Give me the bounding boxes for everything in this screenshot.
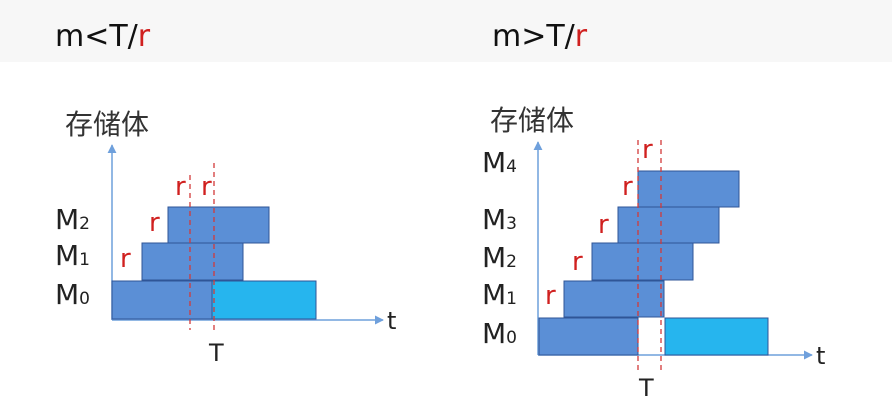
right-t-marker: T xyxy=(638,374,654,402)
right-x-axis-label: t xyxy=(816,342,825,370)
right-r-label: r xyxy=(622,172,633,202)
left-r-label: r xyxy=(175,172,186,202)
left-bar-m0-next xyxy=(211,280,317,320)
left-r-label: r xyxy=(201,172,212,202)
right-r-label: r xyxy=(642,135,653,165)
left-t-marker: T xyxy=(208,339,224,367)
left-y-axis-label: 存储体 xyxy=(65,108,149,141)
left-heading-r: r xyxy=(137,19,151,54)
right-module-m2: M2 xyxy=(482,241,517,274)
left-diagram: 存储体 t M0 M1 M2 r r r r T xyxy=(55,108,396,367)
right-diagram: 存储体 t M0 M1 M2 M3 M4 r r r r r T xyxy=(482,104,825,402)
right-module-m4: M4 xyxy=(482,146,517,179)
right-heading: m>T/r xyxy=(492,22,587,52)
right-module-m3: M3 xyxy=(482,203,517,236)
left-bar-m0-busy xyxy=(111,280,213,320)
heading-band xyxy=(0,0,892,62)
left-x-axis-label: t xyxy=(387,307,396,335)
right-y-axis-label: 存储体 xyxy=(490,104,574,137)
left-heading: m<T/r xyxy=(55,22,150,52)
right-r-label: r xyxy=(572,247,583,277)
right-heading-text: m>T/ xyxy=(492,19,575,54)
right-r-label: r xyxy=(545,281,556,311)
right-bar-m1 xyxy=(563,280,665,318)
left-module-m0: M0 xyxy=(55,278,90,311)
left-bar-m2 xyxy=(167,206,270,244)
left-r-label: r xyxy=(120,244,131,274)
right-bar-m4 xyxy=(637,170,740,208)
left-heading-text: m<T/ xyxy=(55,19,138,54)
right-bar-m2 xyxy=(591,242,694,281)
right-bar-m3 xyxy=(617,206,720,244)
left-r-label: r xyxy=(149,208,160,238)
left-module-m2: M2 xyxy=(55,203,90,236)
right-module-m1: M1 xyxy=(482,278,517,311)
right-heading-r: r xyxy=(574,19,588,54)
right-bar-m0-busy xyxy=(538,317,639,356)
right-r-label: r xyxy=(598,210,609,240)
right-module-m0: M0 xyxy=(482,317,517,350)
right-bar-m0-next xyxy=(664,317,769,356)
left-module-m1: M1 xyxy=(55,239,90,272)
left-bar-m1 xyxy=(141,242,244,281)
